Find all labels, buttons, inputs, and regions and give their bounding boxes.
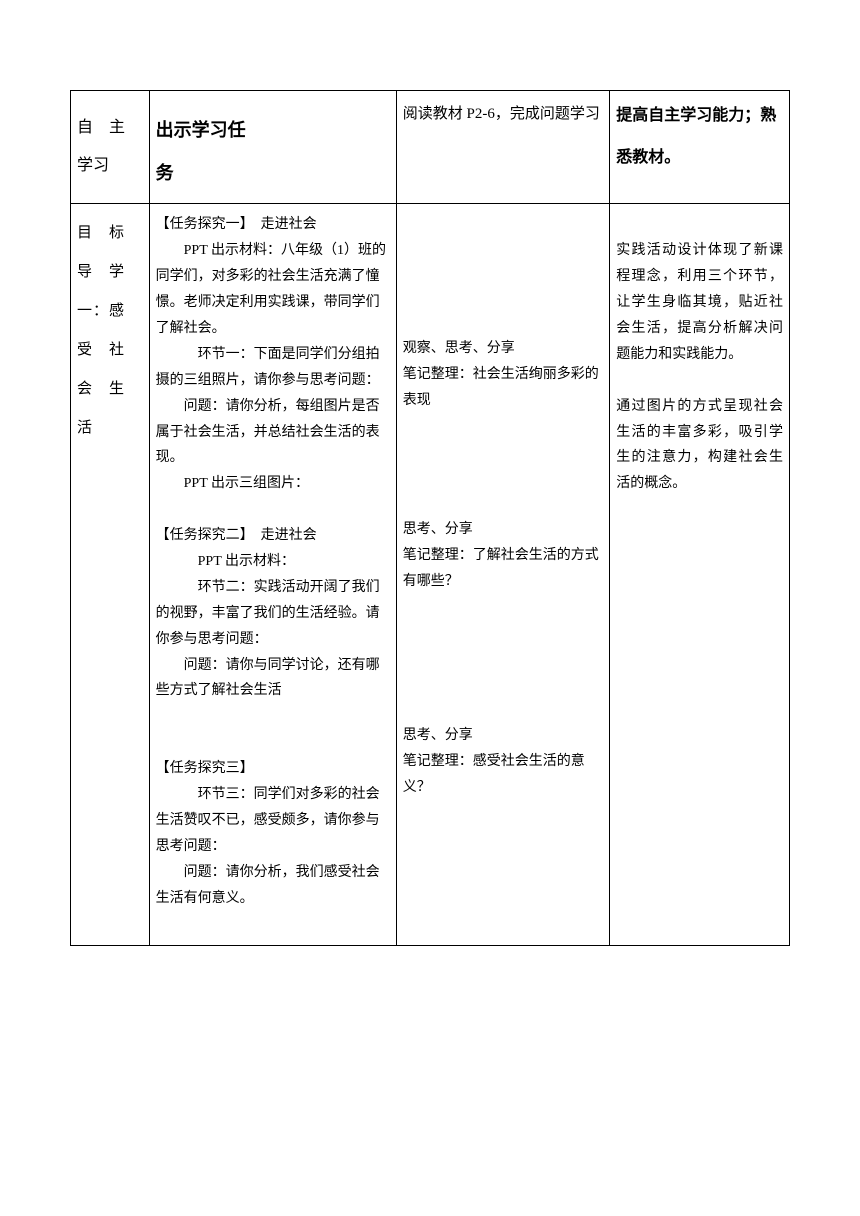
spacer (616, 368, 783, 394)
spacer (156, 497, 390, 523)
text: 提高自主学习能力；熟悉教材。 (616, 95, 783, 178)
text: 导 学 (77, 253, 143, 292)
text: 笔记整理：社会生活绚丽多彩的表现 (403, 362, 603, 414)
text: 会 生 (77, 370, 143, 409)
table-row: 目 标 导 学 一：感 受 社 会 生 活 【任务探究一】 走进社会 PPT 出… (71, 204, 790, 946)
text: 实践活动设计体现了新课程理念，利用三个环节，让学生身临其境，贴近社会生活，提高分… (616, 238, 783, 367)
cell-row1-col4: 提高自主学习能力；熟悉教材。 (610, 91, 790, 204)
text: 目 标 (77, 214, 143, 253)
document-page: 自 主 学习 出示学习任 务 阅读教材 P2-6，完成问题学习 提高自主学习能力… (70, 90, 790, 946)
cell-row1-col1: 自 主 学习 (71, 91, 150, 204)
cell-row2-col4: 实践活动设计体现了新课程理念，利用三个环节，让学生身临其境，贴近社会生活，提高分… (610, 204, 790, 946)
text: 学习 (77, 147, 143, 185)
spacer (156, 730, 390, 756)
spacer (403, 595, 603, 672)
text: 通过图片的方式呈现社会生活的丰富多彩，吸引学生的注意力，构建社会生活的概念。 (616, 394, 783, 498)
text: 思考、分享 (403, 517, 603, 543)
text: 阅读教材 P2-6，完成问题学习 (403, 95, 603, 134)
cell-row2-col3: 观察、思考、分享 笔记整理：社会生活绚丽多彩的表现 思考、分享 笔记整理：了解社… (396, 204, 609, 946)
spacer (403, 212, 603, 310)
spacer (403, 414, 603, 491)
table-row: 自 主 学习 出示学习任 务 阅读教材 P2-6，完成问题学习 提高自主学习能力… (71, 91, 790, 204)
spacer (403, 672, 603, 698)
cell-row2-col2: 【任务探究一】 走进社会 PPT 出示材料：八年级（1）班的同学们，对多彩的社会… (149, 204, 396, 946)
text: 问题：请你与同学讨论，还有哪些方式了解社会生活 (156, 653, 390, 705)
text: 一：感 (77, 292, 143, 331)
cell-row1-col2: 出示学习任 务 (149, 91, 396, 204)
spacer (403, 310, 603, 336)
text: 活 (77, 409, 143, 448)
task1-title: 【任务探究一】 走进社会 (156, 212, 390, 238)
spacer (403, 491, 603, 517)
text: PPT 出示材料： (156, 549, 390, 575)
spacer (156, 704, 390, 730)
cell-row2-col1: 目 标 导 学 一：感 受 社 会 生 活 (71, 204, 150, 946)
text: 务 (156, 152, 390, 195)
text: 笔记整理：感受社会生活的意义？ (403, 749, 603, 801)
spacer (403, 697, 603, 723)
text: 问题：请你分析，每组图片是否属于社会生活，并总结社会生活的表现。 (156, 394, 390, 472)
text: PPT 出示三组图片： (156, 471, 390, 497)
text: 环节二：实践活动开阔了我们的视野，丰富了我们的生活经验。请你参与思考问题： (156, 575, 390, 653)
cell-row1-col3: 阅读教材 P2-6，完成问题学习 (396, 91, 609, 204)
text: 问题：请你分析，我们感受社会生活有何意义。 (156, 860, 390, 912)
text: 环节一：下面是同学们分组拍摄的三组照片，请你参与思考问题： (156, 342, 390, 394)
text: PPT 出示材料：八年级（1）班的同学们，对多彩的社会生活充满了憧憬。老师决定利… (156, 238, 390, 342)
text: 笔记整理：了解社会生活的方式有哪些？ (403, 543, 603, 595)
text: 思考、分享 (403, 723, 603, 749)
text: 环节三：同学们对多彩的社会生活赞叹不已，感受颇多，请你参与思考问题： (156, 782, 390, 860)
text: 自 主 (77, 109, 143, 147)
spacer (616, 212, 783, 238)
task3-title: 【任务探究三】 (156, 756, 390, 782)
task2-title: 【任务探究二】 走进社会 (156, 523, 390, 549)
spacer (156, 911, 390, 937)
text: 观察、思考、分享 (403, 336, 603, 362)
text: 出示学习任 (156, 109, 390, 152)
lesson-plan-table: 自 主 学习 出示学习任 务 阅读教材 P2-6，完成问题学习 提高自主学习能力… (70, 90, 790, 946)
text: 受 社 (77, 331, 143, 370)
